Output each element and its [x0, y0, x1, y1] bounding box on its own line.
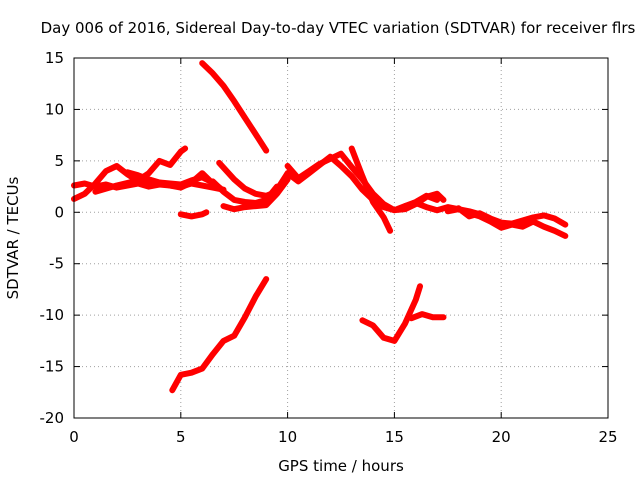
- series-track-4: [124, 169, 227, 194]
- data-traces: [71, 60, 569, 394]
- series-track-18: [466, 210, 569, 239]
- series-track-6: [199, 60, 270, 154]
- x-tick-label: 20: [492, 428, 511, 446]
- y-tick-label: -20: [40, 409, 65, 427]
- y-tick-labels: -20 -15 -10 -5 0 5 10 15: [40, 49, 65, 427]
- x-tick-label: 5: [176, 428, 186, 446]
- series-track-13: [348, 145, 394, 234]
- y-tick-label: -5: [49, 255, 64, 273]
- series-track-10: [169, 276, 270, 394]
- x-axis-label: GPS time / hours: [278, 457, 404, 475]
- series-track-14: [359, 283, 423, 344]
- series-track-3: [92, 145, 189, 195]
- x-tick-label: 10: [278, 428, 297, 446]
- plot-frame: [73, 57, 609, 419]
- series-track-15: [408, 311, 447, 322]
- axis-ticks: [73, 57, 609, 419]
- series-track-5: [177, 209, 210, 220]
- y-tick-label: 5: [54, 152, 64, 170]
- y-axis-label: SDTVAR / TECUs: [4, 176, 22, 299]
- series-track-9: [220, 176, 291, 213]
- x-tick-label: 25: [598, 428, 617, 446]
- x-tick-label: 0: [69, 428, 79, 446]
- y-tick-label: -10: [40, 306, 65, 324]
- y-tick-label: 0: [54, 203, 64, 221]
- x-tick-labels: 0 5 10 15 20 25: [69, 428, 617, 446]
- series-track-7: [209, 178, 280, 206]
- grid: [74, 58, 608, 418]
- series-track-19: [444, 206, 483, 218]
- x-tick-label: 15: [385, 428, 404, 446]
- y-tick-label: 15: [45, 49, 64, 67]
- chart-title: Day 006 of 2016, Sidereal Day-to-day VTE…: [41, 19, 636, 37]
- y-tick-label: -15: [40, 358, 65, 376]
- series-track-16: [402, 200, 462, 214]
- y-tick-label: 10: [45, 100, 64, 118]
